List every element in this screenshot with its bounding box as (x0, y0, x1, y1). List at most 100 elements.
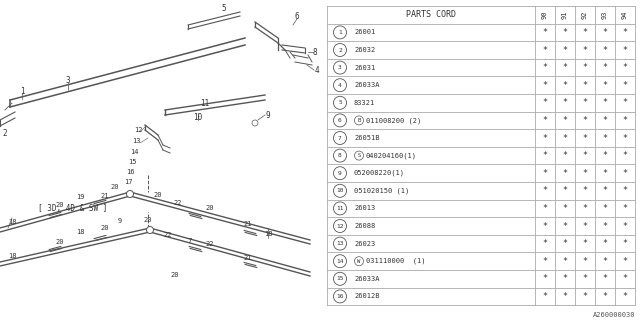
Text: *: * (543, 204, 547, 213)
Text: 17: 17 (124, 179, 132, 185)
Text: 26051B: 26051B (354, 135, 380, 141)
Circle shape (147, 227, 154, 234)
Text: 1: 1 (20, 86, 24, 95)
Text: *: * (563, 274, 568, 283)
Text: 26033A: 26033A (354, 82, 380, 88)
Text: *: * (563, 186, 568, 195)
Text: *: * (582, 221, 588, 230)
Text: 16: 16 (336, 294, 344, 299)
Text: 21: 21 (100, 193, 109, 199)
Text: *: * (623, 204, 627, 213)
Text: *: * (623, 239, 627, 248)
Text: *: * (582, 133, 588, 142)
Text: 10: 10 (336, 188, 344, 193)
Text: 20: 20 (144, 217, 152, 223)
Text: *: * (543, 257, 547, 266)
Text: 1: 1 (338, 30, 342, 35)
Text: 83321: 83321 (354, 100, 375, 106)
Text: *: * (543, 151, 547, 160)
Text: 5: 5 (338, 100, 342, 105)
Text: 20: 20 (171, 272, 179, 278)
Text: [ 3D, 4D & SW ]: [ 3D, 4D & SW ] (38, 204, 108, 212)
Text: 3: 3 (338, 65, 342, 70)
Text: *: * (563, 98, 568, 107)
Text: PARTS CORD: PARTS CORD (406, 10, 456, 19)
Text: 9: 9 (338, 171, 342, 176)
Text: 15: 15 (336, 276, 344, 281)
Text: *: * (582, 28, 588, 37)
Text: *: * (602, 221, 607, 230)
Text: *: * (543, 28, 547, 37)
Text: *: * (602, 239, 607, 248)
Text: *: * (543, 169, 547, 178)
Text: *: * (623, 257, 627, 266)
Text: 26012B: 26012B (354, 293, 380, 300)
Text: 052008220(1): 052008220(1) (354, 170, 405, 176)
Text: *: * (543, 221, 547, 230)
Text: *: * (563, 204, 568, 213)
Text: *: * (602, 186, 607, 195)
Text: 8: 8 (338, 153, 342, 158)
Text: *: * (582, 274, 588, 283)
Text: *: * (543, 292, 547, 301)
Text: *: * (563, 151, 568, 160)
Text: *: * (543, 116, 547, 125)
Text: *: * (602, 63, 607, 72)
Text: 21: 21 (244, 255, 252, 261)
Text: 18: 18 (264, 231, 272, 237)
Text: 5: 5 (221, 4, 227, 12)
Text: *: * (582, 292, 588, 301)
Text: 26088: 26088 (354, 223, 375, 229)
Text: 4: 4 (338, 83, 342, 88)
Text: 011008200 (2): 011008200 (2) (366, 117, 421, 124)
Text: *: * (623, 292, 627, 301)
Text: *: * (602, 116, 607, 125)
Text: 051020150 (1): 051020150 (1) (354, 188, 409, 194)
Text: 3: 3 (66, 76, 70, 84)
Text: *: * (602, 151, 607, 160)
Text: 90: 90 (542, 11, 548, 19)
Text: *: * (582, 45, 588, 54)
Text: 20: 20 (100, 225, 109, 231)
Text: 6: 6 (338, 118, 342, 123)
Text: *: * (563, 133, 568, 142)
Text: *: * (563, 45, 568, 54)
Text: *: * (582, 81, 588, 90)
Text: *: * (543, 133, 547, 142)
Text: *: * (563, 28, 568, 37)
Text: *: * (543, 186, 547, 195)
Text: *: * (582, 151, 588, 160)
Text: *: * (563, 116, 568, 125)
Text: *: * (623, 45, 627, 54)
Text: *: * (582, 204, 588, 213)
Text: 91: 91 (562, 11, 568, 19)
Text: 6: 6 (294, 12, 300, 20)
Text: 16: 16 (125, 169, 134, 175)
Text: 26023: 26023 (354, 241, 375, 247)
Text: *: * (623, 116, 627, 125)
Text: 18: 18 (8, 253, 16, 259)
Text: *: * (582, 169, 588, 178)
Text: *: * (602, 28, 607, 37)
Text: B: B (357, 118, 360, 123)
Text: 26032: 26032 (354, 47, 375, 53)
Text: *: * (602, 98, 607, 107)
Text: *: * (582, 63, 588, 72)
Text: 94: 94 (622, 11, 628, 19)
Text: 15: 15 (128, 159, 136, 165)
Text: 9: 9 (118, 218, 122, 224)
Text: *: * (623, 169, 627, 178)
Text: 14: 14 (336, 259, 344, 264)
Text: 10: 10 (193, 113, 203, 122)
Text: 26013: 26013 (354, 205, 375, 212)
Text: *: * (582, 116, 588, 125)
Text: *: * (623, 274, 627, 283)
Text: *: * (602, 204, 607, 213)
Text: 20: 20 (111, 184, 119, 190)
Text: *: * (623, 28, 627, 37)
Text: 2: 2 (3, 129, 7, 138)
Text: 4: 4 (315, 66, 319, 75)
Text: *: * (563, 169, 568, 178)
Text: 14: 14 (130, 149, 138, 155)
Text: 040204160(1): 040204160(1) (366, 152, 417, 159)
